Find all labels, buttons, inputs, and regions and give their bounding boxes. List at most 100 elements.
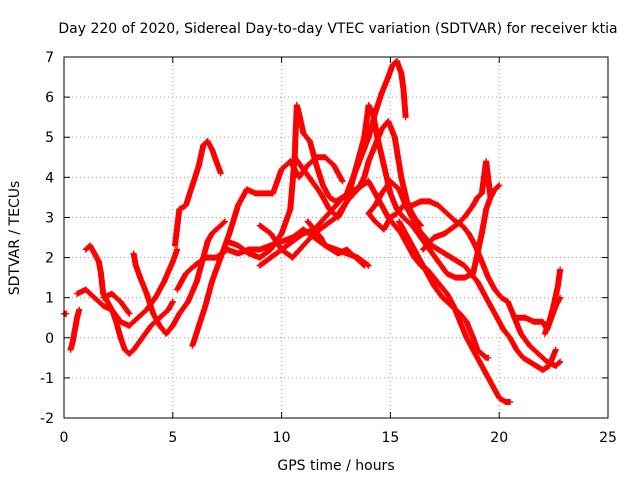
data-point xyxy=(291,154,298,161)
series-track xyxy=(541,266,564,337)
data-point xyxy=(417,198,424,205)
data-point xyxy=(126,322,133,329)
data-point xyxy=(204,238,211,245)
data-point xyxy=(252,190,259,197)
chart-title: Day 220 of 2020, Sidereal Day-to-day VTE… xyxy=(58,21,617,37)
data-point xyxy=(204,138,211,145)
data-point xyxy=(409,214,416,221)
data-point xyxy=(452,274,459,281)
x-tick-label: 0 xyxy=(60,430,69,446)
series-track xyxy=(172,138,224,249)
data-point xyxy=(483,206,490,213)
data-point xyxy=(507,399,514,405)
data-point xyxy=(513,346,520,353)
data-point xyxy=(91,294,98,301)
y-axis-label: SDTVAR / TECUs xyxy=(7,181,23,296)
data-point xyxy=(491,186,498,193)
data-point xyxy=(437,282,444,289)
data-point xyxy=(130,250,137,257)
x-tick-label: 5 xyxy=(168,430,177,446)
data-point xyxy=(217,254,224,261)
data-point xyxy=(322,214,329,221)
data-point xyxy=(546,318,553,325)
x-tick-label: 10 xyxy=(273,430,291,446)
data-point xyxy=(335,250,342,257)
data-point xyxy=(132,262,139,269)
data-point xyxy=(256,222,263,229)
data-point xyxy=(474,346,481,353)
data-point xyxy=(531,318,537,325)
x-tick-label: 25 xyxy=(599,430,617,446)
data-point xyxy=(387,190,394,197)
data-point xyxy=(82,246,89,253)
data-point xyxy=(422,266,429,273)
data-point xyxy=(191,262,198,269)
data-point xyxy=(555,282,561,289)
data-point xyxy=(498,294,505,301)
data-point xyxy=(520,354,527,361)
data-point xyxy=(393,58,400,64)
data-point xyxy=(430,282,437,289)
data-point xyxy=(539,318,546,325)
data-point xyxy=(235,202,242,209)
y-tick-label: 2 xyxy=(45,251,54,267)
data-point xyxy=(200,142,207,149)
data-point xyxy=(224,238,231,245)
data-point xyxy=(98,270,104,277)
data-point xyxy=(378,90,385,97)
data-point xyxy=(415,226,422,233)
data-point xyxy=(333,202,339,209)
data-point xyxy=(398,70,405,76)
data-point xyxy=(91,250,98,257)
data-point xyxy=(420,246,426,253)
data-point xyxy=(481,290,487,297)
data-point xyxy=(182,202,189,209)
data-point xyxy=(322,242,329,249)
data-point xyxy=(463,318,470,325)
data-point xyxy=(448,302,455,309)
data-point xyxy=(202,302,209,309)
data-point xyxy=(398,174,405,181)
data-point xyxy=(385,74,392,81)
data-point xyxy=(172,242,178,249)
data-point xyxy=(293,102,300,109)
data-point xyxy=(463,334,470,341)
data-point xyxy=(95,258,102,265)
data-point xyxy=(470,202,477,209)
data-point xyxy=(374,134,381,141)
data-point xyxy=(74,290,81,297)
data-point xyxy=(209,278,215,285)
data-point xyxy=(557,266,564,273)
data-point xyxy=(476,358,483,365)
data-point xyxy=(478,190,485,197)
data-point xyxy=(478,230,485,237)
series-track xyxy=(61,310,70,317)
data-point xyxy=(413,250,420,257)
data-point xyxy=(500,326,507,333)
data-point xyxy=(474,194,481,201)
data-point xyxy=(467,270,474,277)
data-point xyxy=(483,158,490,165)
x-tick-label: 20 xyxy=(490,430,508,446)
data-point xyxy=(139,334,146,341)
data-point xyxy=(361,262,368,269)
data-point xyxy=(465,230,472,237)
data-point xyxy=(518,330,524,337)
data-point xyxy=(256,246,263,253)
data-point xyxy=(163,330,170,337)
series-track xyxy=(224,102,514,405)
data-point xyxy=(278,238,285,245)
data-point xyxy=(306,138,313,145)
data-point xyxy=(444,270,450,277)
data-point xyxy=(152,294,159,301)
data-point xyxy=(435,246,442,253)
data-point xyxy=(267,246,274,253)
data-point xyxy=(126,350,133,357)
data-point xyxy=(441,230,448,237)
data-point xyxy=(69,338,76,345)
data-point xyxy=(235,250,242,257)
data-point xyxy=(513,314,520,321)
data-point xyxy=(169,322,176,329)
data-point xyxy=(267,254,274,261)
data-point xyxy=(335,214,342,221)
